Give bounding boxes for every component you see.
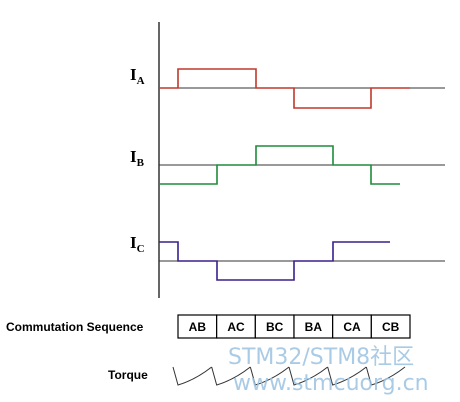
commutation-label: Commutation Sequence [6,320,144,334]
commutation-step: AB [189,320,207,334]
watermark: STM32/STM8社区 [228,345,414,370]
commutation-step: CA [343,320,361,334]
torque-ripple [365,366,406,386]
torque-ripple [288,366,328,386]
current-c-wave [159,241,390,281]
current-label: IB [130,147,145,169]
current-a-wave [159,68,410,109]
current-label: IC [130,233,145,255]
torque-ripple [249,366,290,386]
torque-ripple [327,366,367,386]
current-b-wave [159,145,400,185]
torque-ripple [172,366,212,386]
commutation-step: BA [305,320,323,334]
current-label: IA [130,65,145,87]
commutation-step: CB [382,320,400,334]
torque-ripple [211,366,251,386]
commutation-step: BC [266,320,284,334]
commutation-cell [370,314,411,339]
commutation-step: AC [227,320,245,334]
watermark: www.stmcuorg.cn [233,371,429,396]
torque-label: Torque [108,368,148,382]
